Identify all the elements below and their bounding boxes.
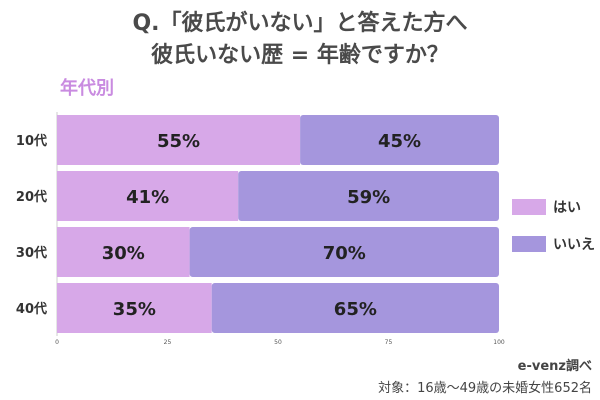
chart-title-line2: 彼氏いない歴 = 年齢ですか？ xyxy=(151,43,449,68)
category-label: 30代 xyxy=(16,245,47,261)
category-label: 40代 xyxy=(16,301,47,317)
x-tick-label: 50 xyxy=(274,339,282,346)
legend-swatch-yes xyxy=(512,199,546,215)
data-label: 35% xyxy=(113,299,156,320)
data-label: 59% xyxy=(347,187,390,208)
data-label: 65% xyxy=(334,299,377,320)
bar-segment-no xyxy=(238,171,499,221)
bar-segment-no xyxy=(189,227,499,277)
legend-swatch-no xyxy=(512,236,546,252)
bar-segment-yes xyxy=(57,283,212,333)
bar-segment-yes xyxy=(57,115,301,165)
chart-title-line1: Q.「彼氏がいない」と答えた方へ xyxy=(132,11,468,36)
data-label: 45% xyxy=(378,131,421,152)
category-label: 20代 xyxy=(16,189,47,205)
bar-segment-yes xyxy=(57,227,190,277)
legend-label-no: いいえ xyxy=(553,237,595,253)
bar-segment-no xyxy=(211,283,499,333)
data-label: 55% xyxy=(157,131,200,152)
x-tick-label: 100 xyxy=(493,339,505,346)
x-tick-label: 75 xyxy=(385,339,393,346)
legend-label-yes: はい xyxy=(553,200,581,216)
source-credit: e-venz調べ xyxy=(517,359,592,374)
data-label: 30% xyxy=(102,243,145,264)
bar-segment-yes xyxy=(57,171,239,221)
bar-segment-no xyxy=(300,115,499,165)
x-tick-label: 0 xyxy=(55,339,59,346)
data-label: 70% xyxy=(323,243,366,264)
chart-subtitle: 年代別 xyxy=(60,78,114,99)
survey-note: 対象：16歳〜49歳の未婚女性652名 xyxy=(378,381,592,396)
category-label: 10代 xyxy=(16,133,47,149)
data-label: 41% xyxy=(126,187,169,208)
x-tick-label: 25 xyxy=(164,339,172,346)
